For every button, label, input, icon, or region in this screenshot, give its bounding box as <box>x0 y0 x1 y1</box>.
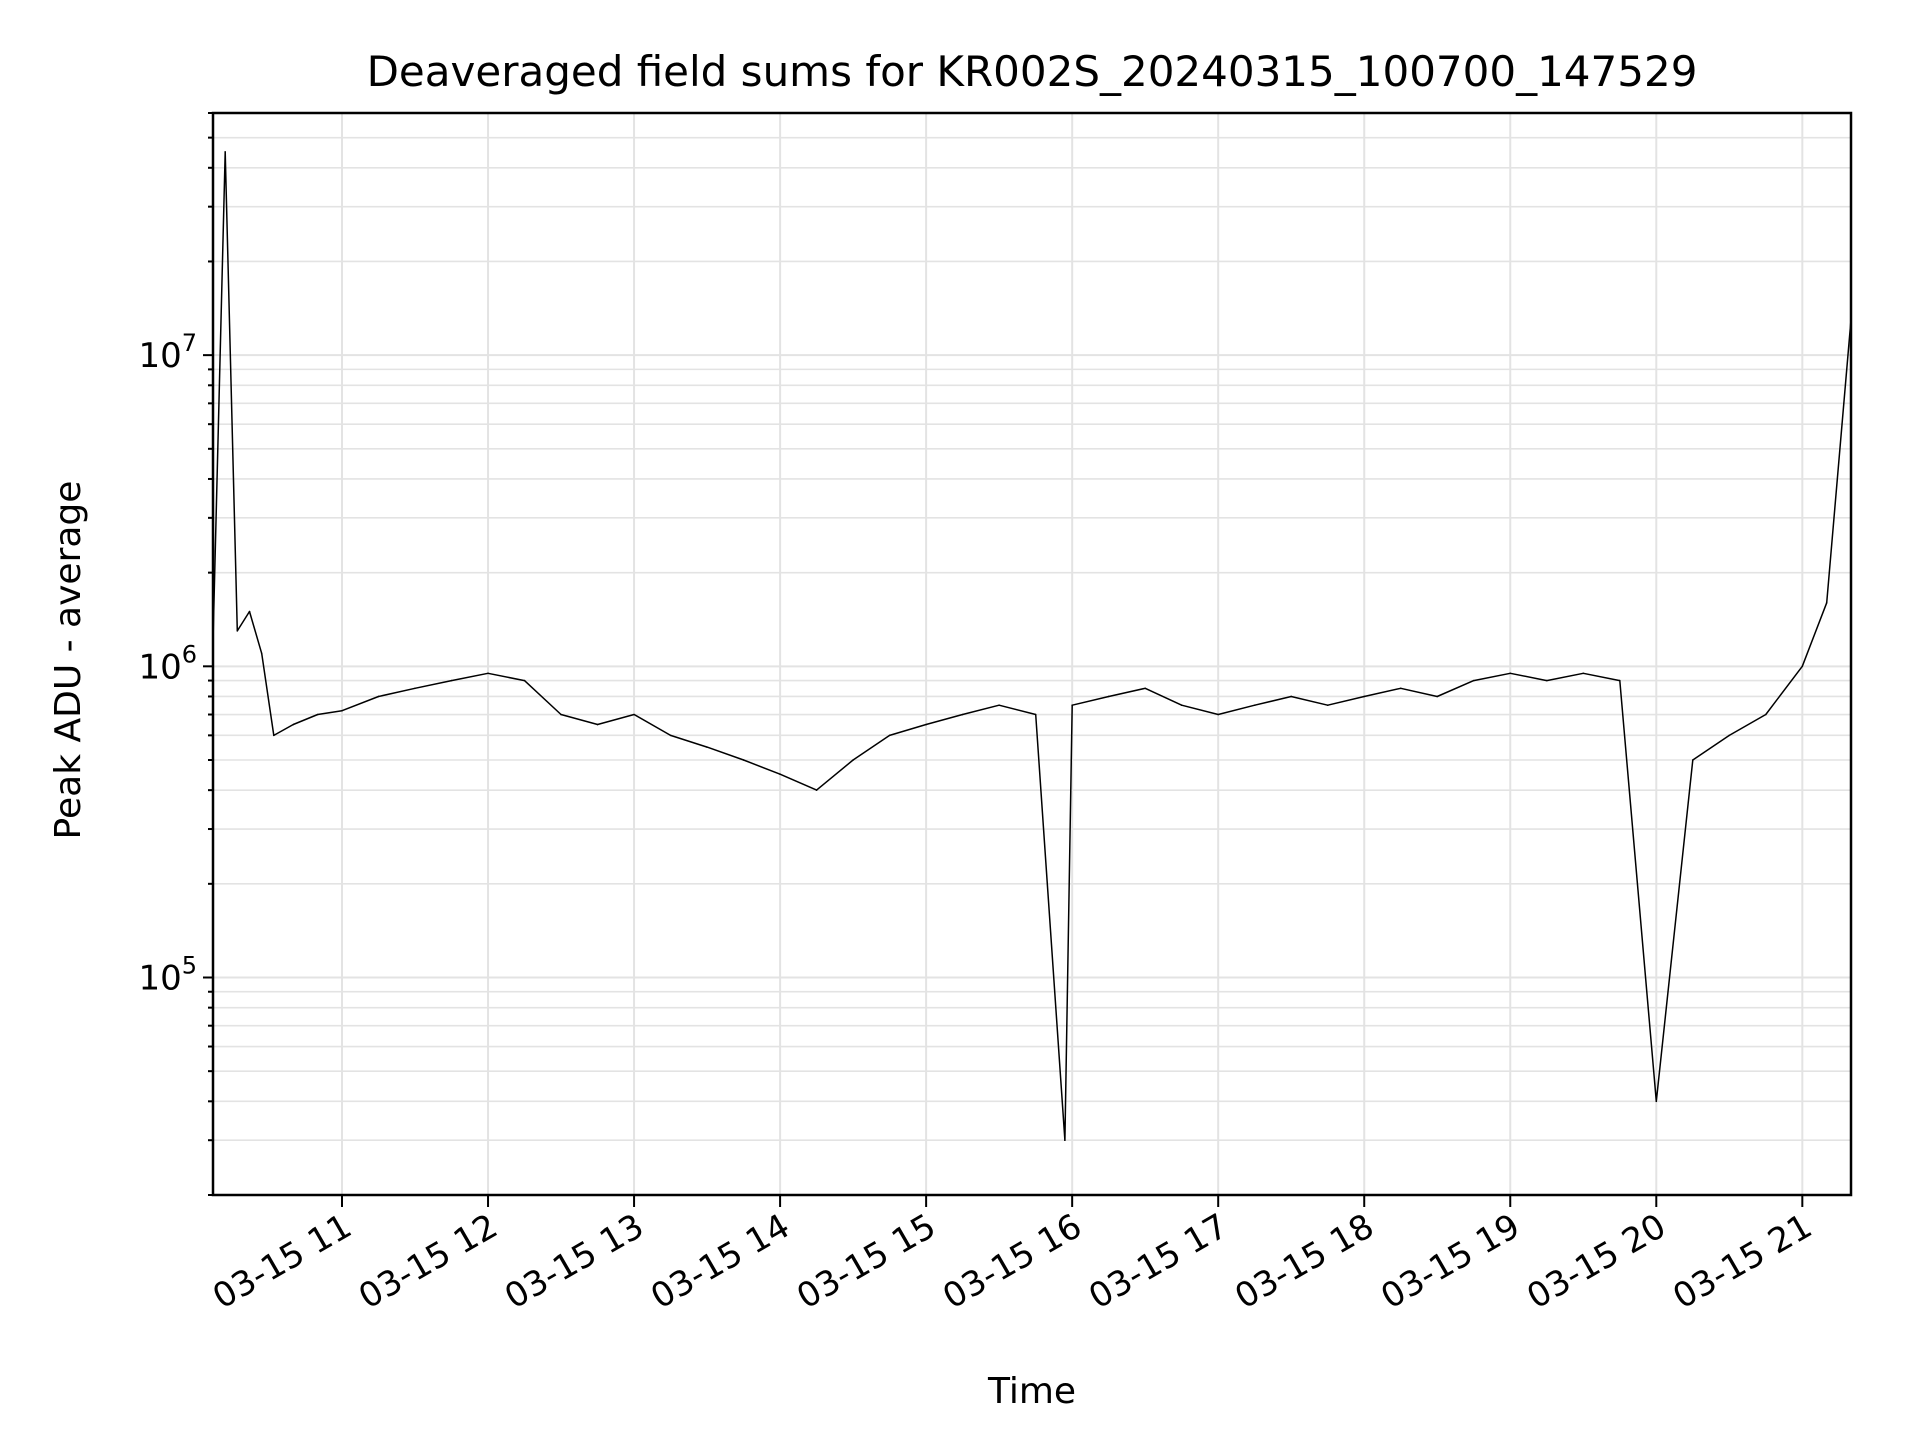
data-point <box>1582 672 1585 675</box>
data-point <box>888 734 891 737</box>
y-tick-label: 105 <box>138 951 197 998</box>
data-point <box>852 759 854 761</box>
data-point <box>1825 602 1828 604</box>
grid-layer <box>213 112 1851 1196</box>
data-point <box>316 713 319 716</box>
data-point <box>414 687 416 690</box>
data-point <box>1363 695 1366 698</box>
data-point <box>341 709 343 712</box>
data-point <box>1655 1100 1658 1103</box>
data-point <box>596 723 599 726</box>
data-point <box>1472 679 1475 682</box>
y-axis-label: Peak ADU - average <box>48 481 89 840</box>
data-point <box>1728 734 1731 737</box>
data-point <box>1034 713 1037 716</box>
data-point <box>523 679 526 682</box>
data-point <box>273 734 275 737</box>
data-point <box>815 789 818 791</box>
x-axis-label: Time <box>987 1371 1076 1412</box>
data-point <box>1765 713 1767 716</box>
data-point <box>742 759 745 761</box>
y-tick-label: 107 <box>138 329 197 376</box>
data-point <box>377 695 380 698</box>
plot-frame <box>211 111 1853 1197</box>
data-point <box>1399 687 1402 690</box>
data-point <box>224 151 226 153</box>
data-point <box>633 713 635 716</box>
data-point <box>1071 704 1073 706</box>
data-point <box>1144 687 1146 690</box>
data-point <box>1618 679 1621 682</box>
data-point <box>560 713 562 716</box>
data-point <box>1290 695 1293 698</box>
data-point <box>1436 695 1439 698</box>
data-point <box>236 630 239 632</box>
data-point <box>487 672 489 675</box>
data-point <box>706 746 708 748</box>
y-tick-label: 106 <box>138 640 197 687</box>
data-point <box>1509 672 1512 675</box>
data-point <box>1253 704 1256 706</box>
chart-title: Deaveraged field sums for KR002S_2024031… <box>367 47 1698 96</box>
data-point <box>669 734 672 737</box>
data-point <box>260 652 263 655</box>
data-point <box>1691 759 1694 761</box>
data-point <box>779 773 781 776</box>
data-point <box>248 610 251 613</box>
series-line <box>212 151 1852 1141</box>
data-point <box>450 679 453 682</box>
data-point <box>1545 679 1548 682</box>
data-point <box>1217 713 1219 716</box>
data-point <box>998 704 1000 706</box>
data-point <box>1180 704 1183 706</box>
data-point <box>292 723 295 726</box>
data-point <box>961 713 964 716</box>
data-point <box>1326 704 1329 706</box>
series-layer <box>212 151 1852 1142</box>
data-point <box>1107 695 1110 698</box>
data-point <box>1064 1139 1066 1142</box>
data-point <box>925 723 927 726</box>
data-point <box>1801 665 1804 668</box>
